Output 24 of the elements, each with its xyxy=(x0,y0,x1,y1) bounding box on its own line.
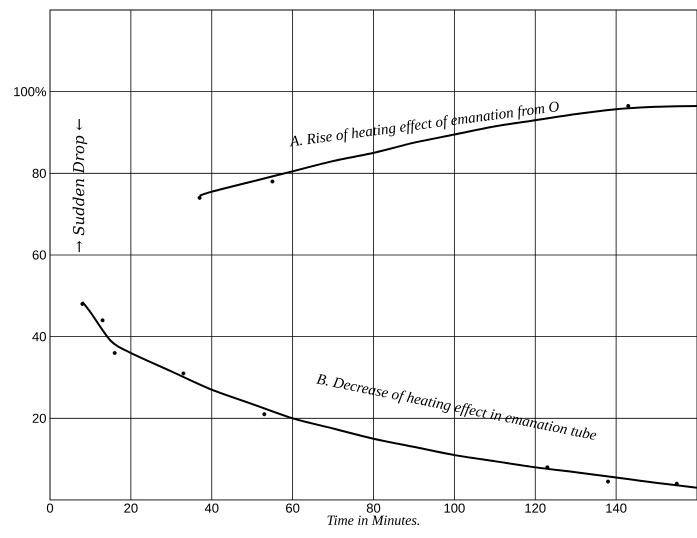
point xyxy=(270,179,274,184)
point xyxy=(626,104,630,108)
y-tick-label: 100% xyxy=(14,87,46,96)
x-tick-label: 20 xyxy=(124,504,138,513)
x-axis-title: Time in Minutes. xyxy=(328,516,420,526)
y-tick-label: 20 xyxy=(32,414,46,423)
x-tick-label: 0 xyxy=(46,504,54,513)
x-tick-label: 60 xyxy=(286,504,300,513)
point xyxy=(606,480,610,484)
y-tick-label: 80 xyxy=(32,168,46,178)
y-tick-label: 40 xyxy=(32,332,46,342)
point xyxy=(80,302,84,306)
x-tick-label: 120 xyxy=(525,504,546,513)
x-tick-label: 40 xyxy=(204,504,218,513)
point xyxy=(112,350,117,355)
x-tick-label: 140 xyxy=(606,504,626,513)
point xyxy=(100,318,105,322)
x-tick-label: 100 xyxy=(444,504,465,513)
y-tick-label: 60 xyxy=(32,250,46,260)
x-tick-label: 80 xyxy=(366,504,380,513)
point xyxy=(198,196,202,200)
point xyxy=(181,371,186,376)
point xyxy=(262,412,266,416)
annotation: → Sudden Drop ← xyxy=(72,118,88,252)
